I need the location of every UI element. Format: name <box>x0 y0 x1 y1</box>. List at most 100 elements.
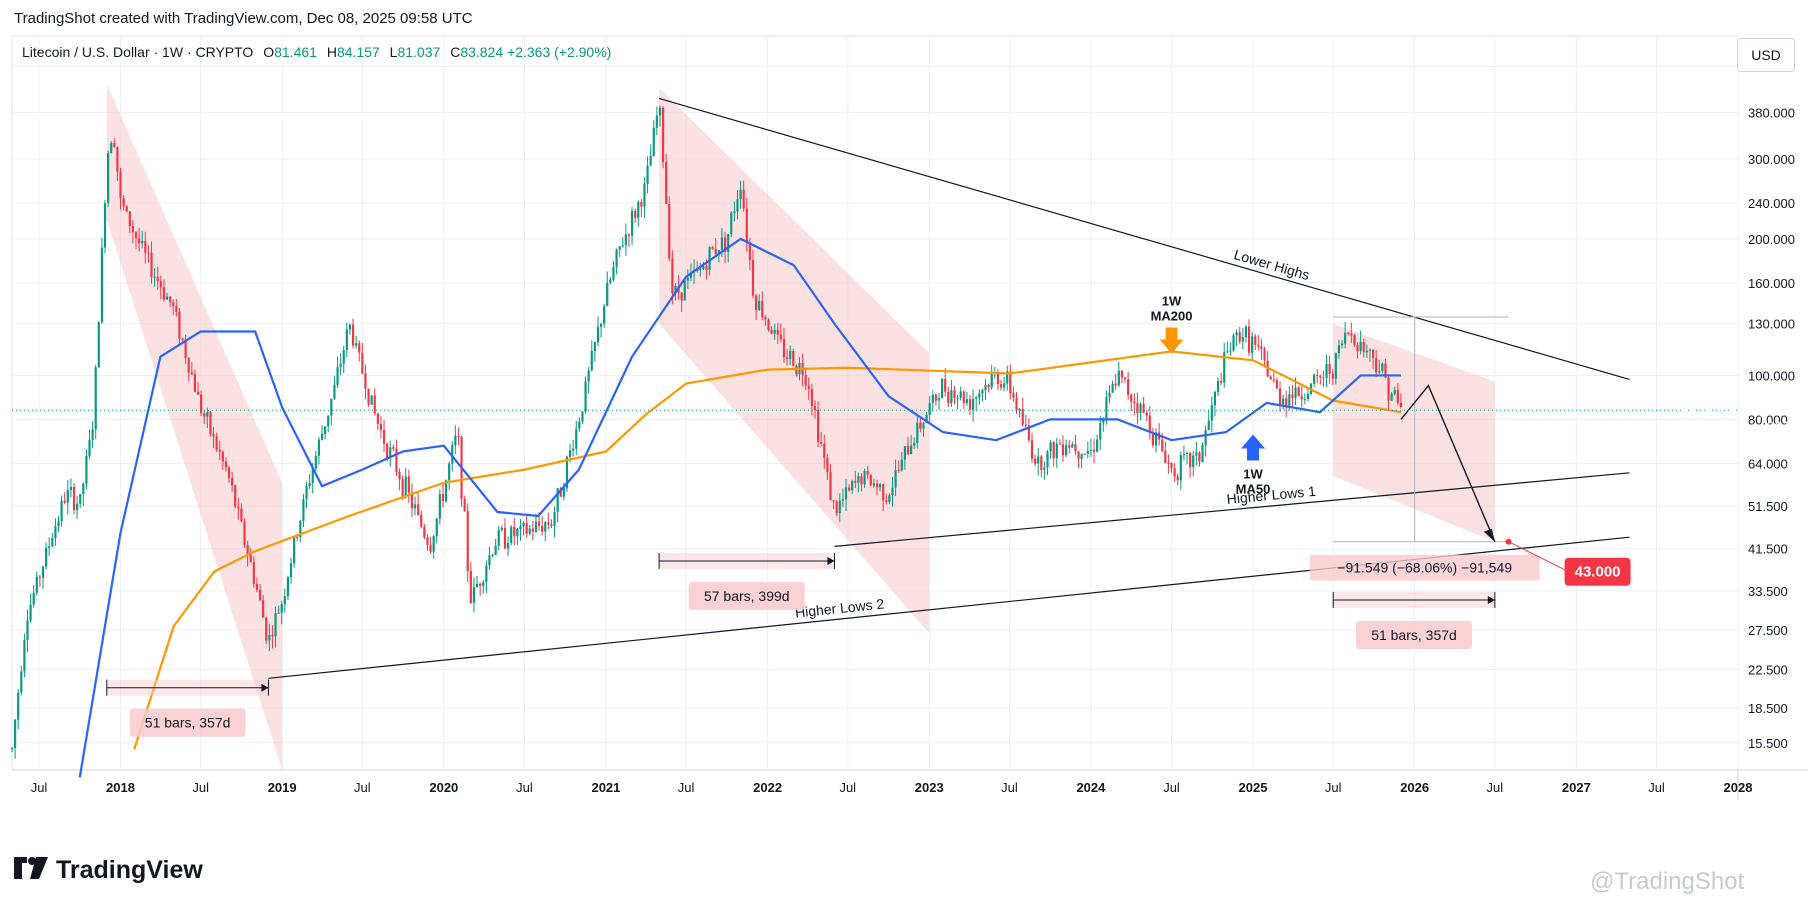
candle-body <box>240 508 243 522</box>
candle-body <box>131 226 134 233</box>
candle-body <box>714 248 717 255</box>
candle-body <box>510 526 513 544</box>
candle-body <box>203 413 206 417</box>
candle-body <box>401 479 404 497</box>
candle-body <box>57 521 60 527</box>
candle-body <box>866 470 869 475</box>
candle-body <box>1210 405 1213 421</box>
candle-body <box>190 372 193 375</box>
candle-body <box>221 451 224 462</box>
x-tick-label: 2026 <box>1400 780 1429 795</box>
candle-body <box>488 555 491 566</box>
candle-body <box>978 393 981 398</box>
candle-body <box>181 338 184 340</box>
candle-body <box>606 282 609 307</box>
candle-body <box>562 488 565 497</box>
ma50-line <box>78 237 1401 778</box>
candle-body <box>314 455 317 469</box>
candle-body <box>410 492 414 509</box>
candle-body <box>17 692 20 720</box>
candle-body <box>1393 389 1396 394</box>
candle-body <box>1371 349 1375 359</box>
candle-body <box>215 436 218 450</box>
candle-body <box>612 266 615 280</box>
candle-body <box>382 430 386 444</box>
candle-body <box>906 446 910 455</box>
candle-body <box>125 206 128 212</box>
candle-body <box>376 413 379 424</box>
candle-body <box>742 189 745 209</box>
candle-body <box>20 671 23 693</box>
candle-body <box>587 370 590 382</box>
candle-body <box>358 343 361 353</box>
candle-body <box>141 240 144 244</box>
candle-body <box>373 395 376 414</box>
candle-body <box>872 483 875 486</box>
candle-body <box>888 495 891 503</box>
candle-body <box>1065 445 1068 456</box>
date-range-arrowhead <box>827 556 835 565</box>
candle-body <box>1288 394 1291 406</box>
candle-body <box>1123 377 1127 380</box>
candle-body <box>423 526 426 538</box>
candle-body <box>1151 432 1155 446</box>
candle-body <box>97 322 100 368</box>
candle-body <box>584 381 587 412</box>
candle-body <box>928 403 931 415</box>
candle-body <box>1086 450 1089 454</box>
candle-body <box>844 487 848 500</box>
candle-body <box>1108 392 1111 398</box>
candle-body <box>525 522 528 534</box>
candle-body <box>547 522 550 525</box>
candle-body <box>404 476 407 497</box>
candle-body <box>234 485 237 507</box>
candle-body <box>1127 379 1130 395</box>
candle-body <box>1297 387 1300 397</box>
candle-body <box>472 586 476 603</box>
candle-body <box>327 415 330 427</box>
candle-body <box>1337 345 1341 354</box>
candle-body <box>262 600 265 618</box>
candle-body <box>286 577 290 597</box>
candle-body <box>817 410 820 443</box>
candle-body <box>503 527 507 549</box>
x-tick-label: Jul <box>354 780 371 795</box>
watermark: @TradingShot <box>1590 868 1745 895</box>
candle-body <box>568 450 572 457</box>
candle-body <box>54 526 57 539</box>
candle-body <box>367 388 370 405</box>
candle-body <box>1216 380 1220 393</box>
candle-body <box>1306 393 1310 399</box>
y-tick-label: 240.000 <box>1748 196 1795 211</box>
projection-arrowhead <box>1483 528 1495 542</box>
y-tick-label: 200.000 <box>1748 232 1795 247</box>
candle-body <box>252 561 255 585</box>
candle-body <box>1344 332 1347 344</box>
candle-body <box>1294 387 1297 399</box>
candle-body <box>903 446 906 460</box>
candle-body <box>823 443 826 458</box>
x-tick-label: 2019 <box>268 780 297 795</box>
candle-body <box>1235 332 1238 336</box>
candle-body <box>519 526 522 530</box>
x-tick-label: Jul <box>678 780 695 795</box>
candle-body <box>640 202 643 207</box>
candle-body <box>900 459 903 471</box>
candle-body <box>1257 345 1260 347</box>
candle-body <box>1247 326 1251 353</box>
candle-body <box>739 189 742 200</box>
candle-body <box>1068 445 1071 448</box>
candle-body <box>882 484 885 501</box>
tradingview-logo-text: TradingView <box>56 856 203 884</box>
currency-button[interactable]: USD <box>1737 38 1795 72</box>
candle-body <box>776 329 779 335</box>
candle-body <box>603 306 606 324</box>
candle-body <box>581 411 584 422</box>
candle-body <box>1207 420 1210 431</box>
candle-body <box>165 296 169 300</box>
candle-body <box>1021 409 1024 425</box>
candle-body <box>355 343 358 346</box>
annotation-label: 1W <box>1243 467 1263 482</box>
tradingview-logo[interactable]: TradingView <box>14 855 203 886</box>
candle-body <box>85 455 88 484</box>
